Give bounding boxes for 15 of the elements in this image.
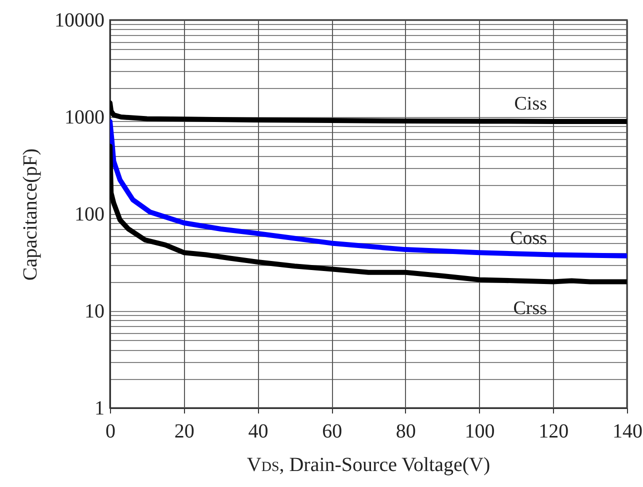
x-tick-label: 120 — [538, 420, 569, 442]
x-tick-label: 20 — [174, 420, 194, 442]
x-tick-label: 100 — [464, 420, 495, 442]
x-tick-label: 40 — [248, 420, 268, 442]
series-label: Ciss — [514, 93, 547, 114]
x-tick-label: 0 — [106, 420, 116, 442]
y-tick-label: 1 — [94, 398, 104, 420]
y-axis-title: Capacitance(pF) — [20, 148, 42, 281]
x-tick-label: 80 — [396, 420, 416, 442]
y-tick-label: 10 — [84, 300, 104, 322]
x-tick-label: 140 — [612, 420, 642, 442]
y-tick-label: 10000 — [54, 10, 104, 32]
y-tick-label: 1000 — [64, 106, 104, 128]
y-tick-label: 100 — [74, 204, 104, 226]
x-tick-label: 60 — [322, 420, 342, 442]
